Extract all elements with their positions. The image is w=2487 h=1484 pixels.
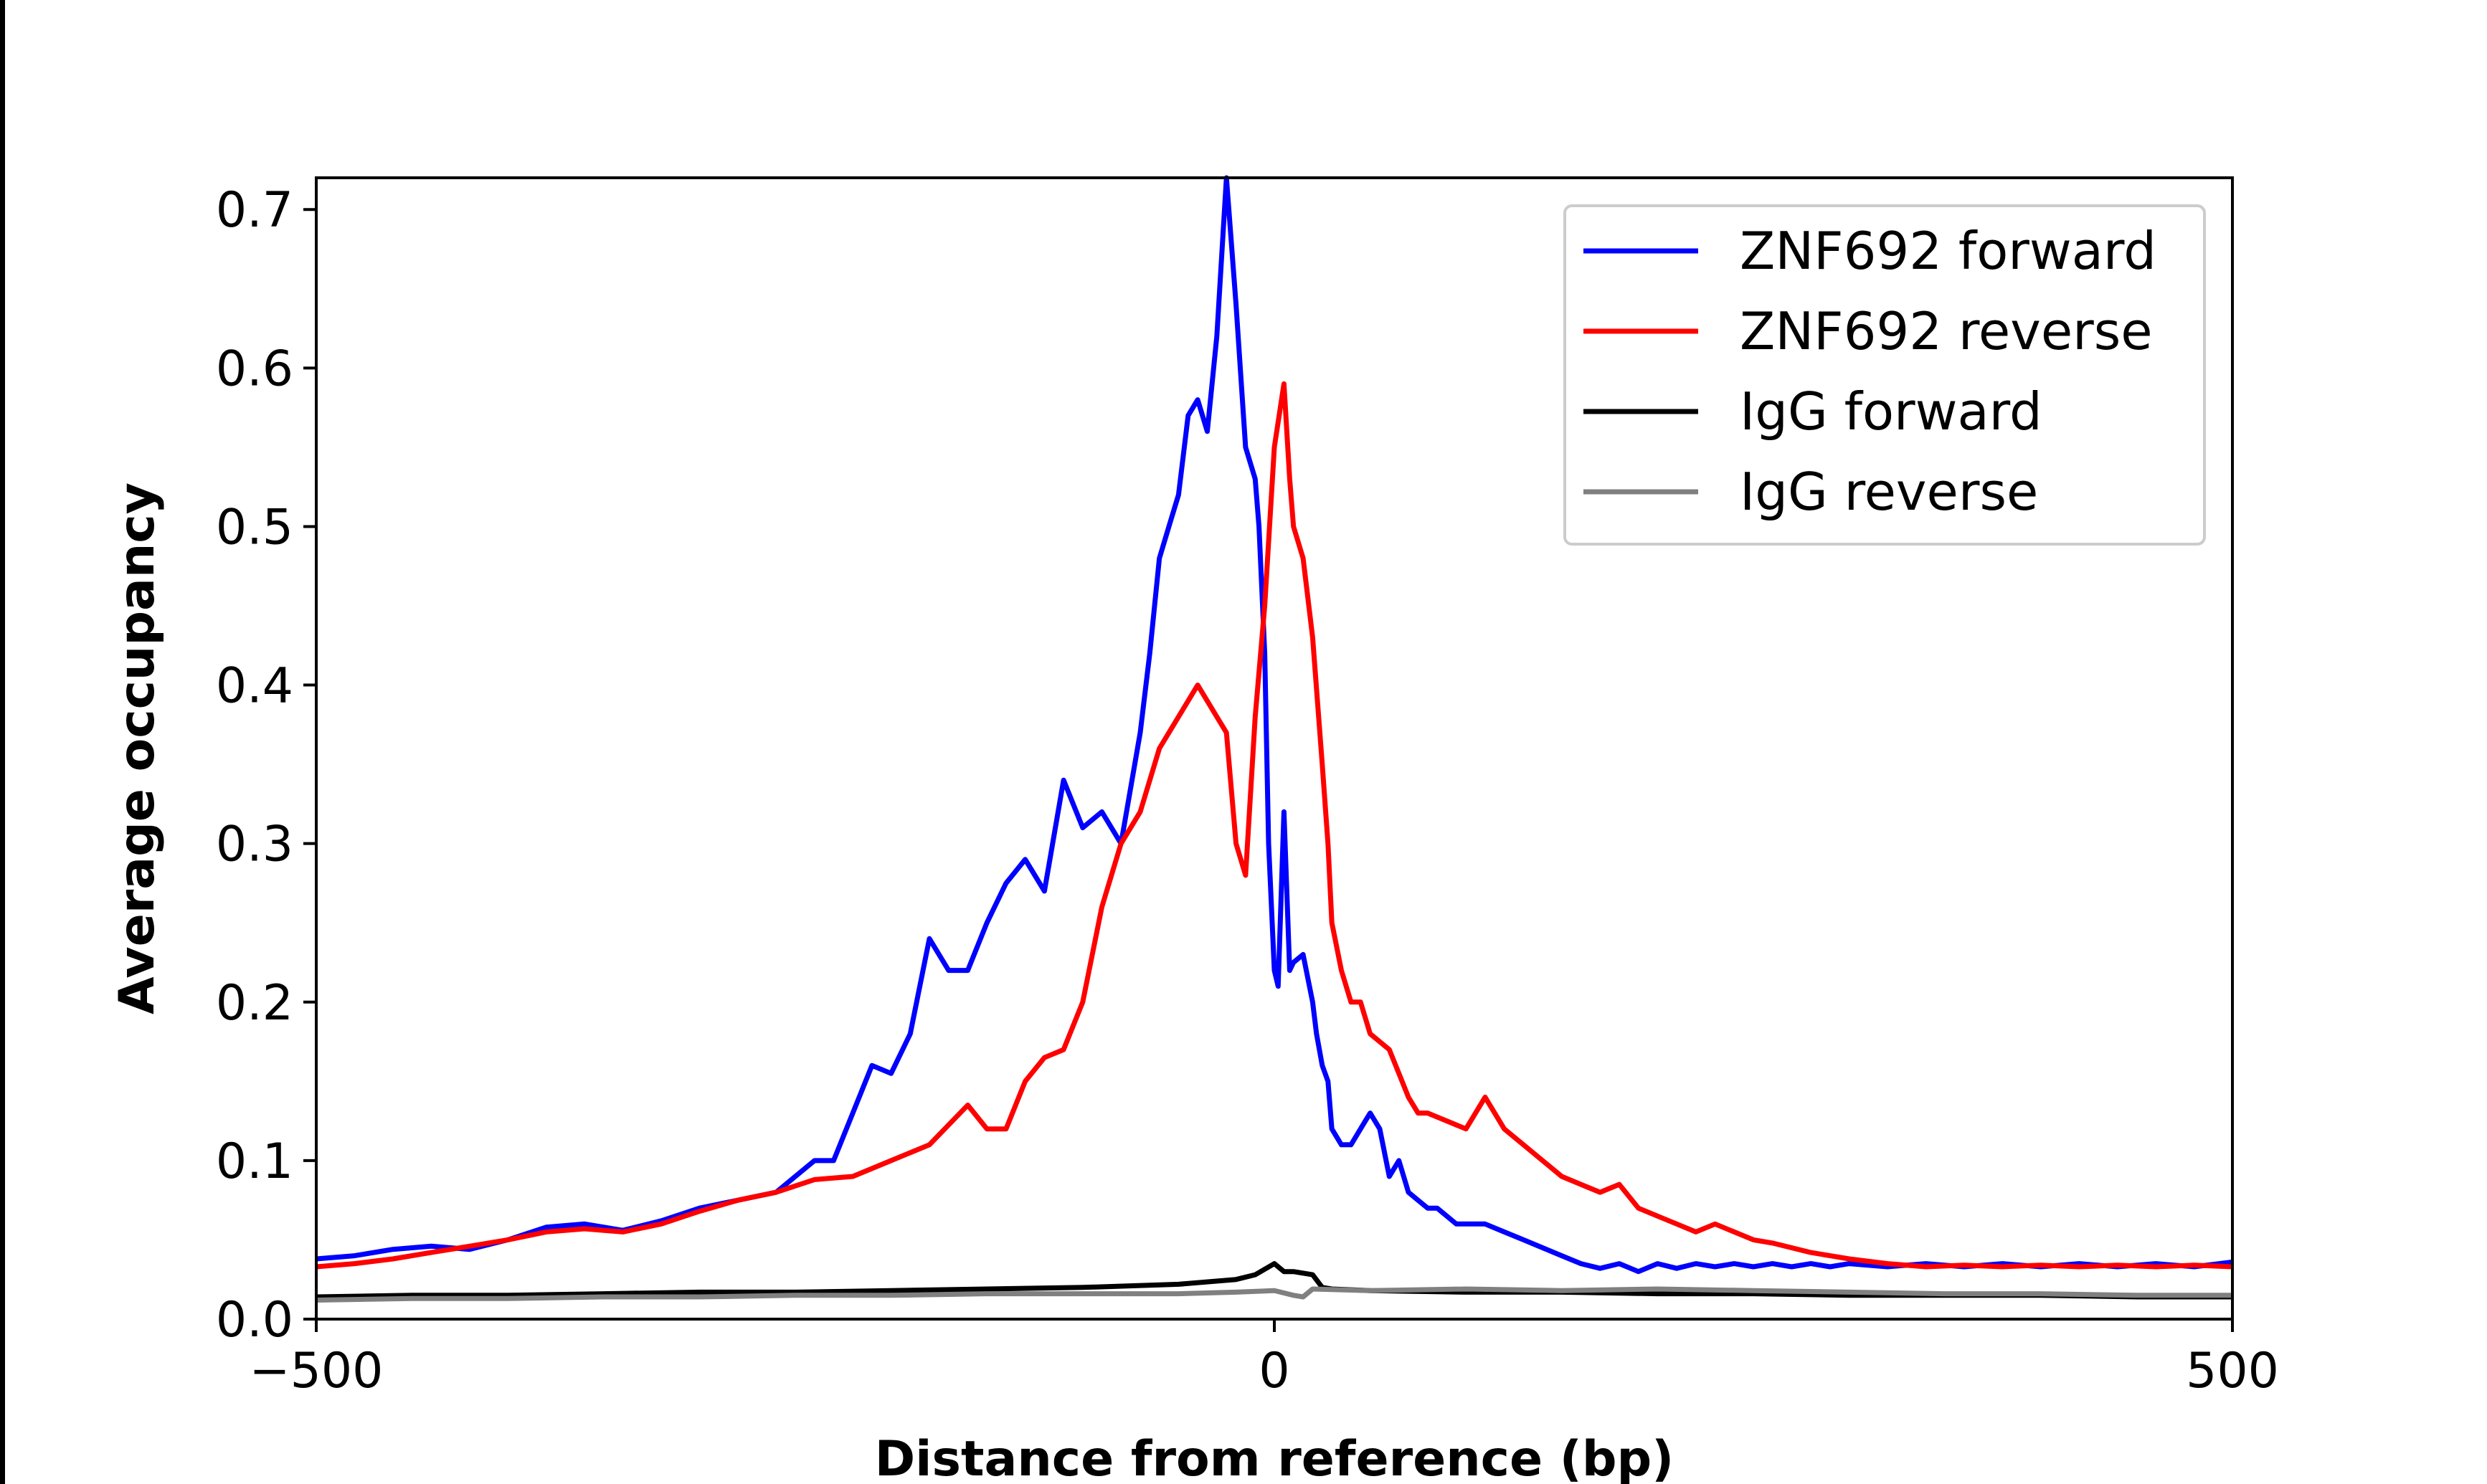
series-line-3 xyxy=(316,1286,2232,1303)
y-axis-label: Average occupancy xyxy=(109,482,166,1014)
legend-label: ZNF692 forward xyxy=(1740,221,2156,281)
x-tick-label: 0 xyxy=(1259,1343,1289,1399)
series-line-2 xyxy=(316,1261,2232,1300)
y-tick-label: 0.7 xyxy=(216,182,293,239)
y-tick-label: 0.5 xyxy=(216,499,293,556)
series-line-0 xyxy=(316,175,2233,1275)
y-tick-label: 0.3 xyxy=(216,817,293,873)
y-tick-label: 0.0 xyxy=(216,1292,293,1349)
plot-area xyxy=(316,175,2233,1303)
x-tick-label: −500 xyxy=(250,1343,384,1399)
legend-box xyxy=(1563,204,2206,546)
y-tick-label: 0.2 xyxy=(216,975,293,1032)
legend-label: IgG reverse xyxy=(1740,462,2038,522)
y-axis: 0.0 0.1 0.2 0.3 0.4 0.5 0.6 0.7 xyxy=(216,182,316,1349)
x-axis: −500 0 500 xyxy=(250,1319,2279,1399)
y-tick-label: 0.6 xyxy=(216,341,293,397)
left-edge-bar xyxy=(0,0,5,1484)
series-line-1 xyxy=(316,381,2233,1270)
y-tick-label: 0.1 xyxy=(216,1133,293,1190)
y-tick-label: 0.4 xyxy=(216,658,293,715)
legend-label: IgG forward xyxy=(1740,381,2042,442)
legend: ZNF692 forward ZNF692 reverse IgG forward I… xyxy=(1563,204,2206,546)
x-tick-label: 500 xyxy=(2186,1343,2279,1399)
x-axis-label: Distance from reference (bp) xyxy=(875,1431,1674,1484)
legend-label: ZNF692 reverse xyxy=(1740,301,2153,361)
